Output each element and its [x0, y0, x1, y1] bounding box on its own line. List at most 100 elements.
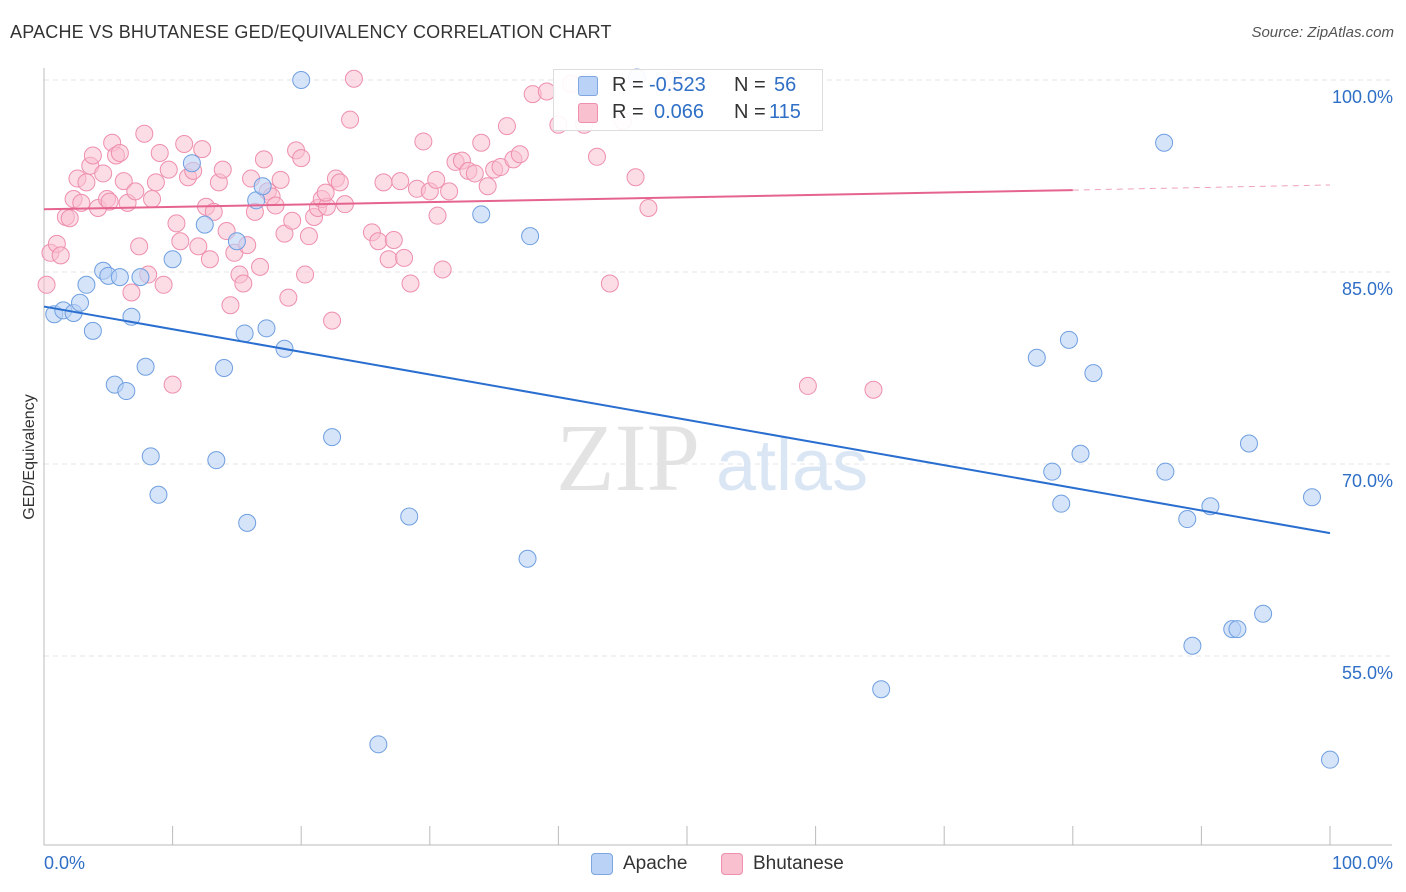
bhutanese-point [600, 274, 619, 293]
apache-point [1155, 133, 1174, 152]
bhutanese-point [72, 193, 91, 212]
bhutanese-n-label: N = [734, 101, 766, 123]
apache-point [1254, 604, 1273, 623]
bhutanese-r-value: 0.066 [654, 101, 705, 123]
apache-point [369, 735, 388, 754]
apache-point [182, 154, 201, 173]
bhutanese-point [798, 376, 817, 395]
bhutanese-point [391, 172, 410, 191]
apache-point [292, 71, 311, 89]
bhutanese-point [440, 182, 459, 201]
apache-n-label: N = [734, 74, 766, 96]
bhutanese-point [130, 237, 149, 256]
bhutanese-point [384, 231, 403, 249]
apache-point [215, 359, 234, 377]
apache-point [472, 205, 491, 224]
bhutanese-n-value: 115 [769, 101, 801, 123]
axes [43, 68, 1392, 846]
bhutanese-point [401, 274, 420, 293]
bhutanese-point [167, 214, 186, 233]
apache-point [1302, 488, 1321, 507]
apache-point [1228, 620, 1247, 639]
apache-point [1059, 330, 1078, 349]
bhutanese-point [100, 192, 119, 211]
bhutanese-point [316, 183, 335, 202]
bhutanese-point [292, 149, 311, 168]
bhutanese-point [254, 150, 273, 169]
apache-point [136, 357, 155, 376]
apache-point [1239, 434, 1258, 453]
bhutanese-point [114, 172, 133, 191]
bhutanese-point [344, 69, 363, 88]
apache-point [1071, 444, 1090, 463]
bhutanese-point [154, 275, 173, 294]
bhutanese-point [465, 164, 484, 183]
correlation-legend: R = -0.523 N = 56 R = 0.066 N = 115 [553, 69, 823, 131]
bhutanese-point [279, 288, 298, 307]
apache-n-value: 56 [774, 74, 797, 96]
apache-point [117, 382, 136, 401]
apache-point [238, 513, 257, 532]
apache-point [227, 232, 246, 251]
bhutanese-point [497, 117, 516, 136]
bhutanese-point [472, 133, 491, 152]
bhutanese-point [428, 206, 447, 225]
watermark-zip: ZIP [556, 404, 700, 511]
apache-point [253, 177, 272, 196]
apache-point [323, 428, 342, 447]
apache-swatch [578, 76, 598, 96]
apache-point [518, 549, 537, 568]
x-tick-label-max: 100.0% [1332, 853, 1393, 873]
bhutanese-point [159, 160, 178, 179]
bhutanese-point [330, 173, 349, 192]
y-tick-label: 55.0% [1342, 663, 1393, 683]
apache-point [400, 507, 419, 526]
bhutanese-point [587, 147, 606, 166]
bhutanese-point [251, 257, 270, 276]
bhutanese-point [146, 173, 165, 192]
apache-point [1052, 494, 1071, 513]
apache-series [45, 68, 1339, 769]
x-tick-label-min: 0.0% [44, 853, 85, 873]
bhutanese-point [110, 143, 129, 162]
bhutanese-point [126, 182, 145, 201]
legend-label-apache: Apache [623, 853, 688, 874]
bhutanese-point [150, 143, 169, 162]
bhutanese-point [51, 246, 70, 265]
bhutanese-point [193, 140, 212, 159]
bhutanese-point [83, 146, 102, 165]
bhutanese-point [94, 164, 113, 183]
bhutanese-point [143, 190, 162, 209]
legend-label-bhutanese: Bhutanese [753, 853, 844, 874]
apache-point [1156, 462, 1175, 481]
apache-point [1178, 510, 1197, 529]
apache-point [235, 324, 254, 343]
legend-swatch-bhutanese [721, 853, 743, 875]
bhutanese-point [433, 260, 452, 279]
bhutanese-point [189, 237, 208, 256]
bhutanese-point [37, 275, 56, 294]
chart-title: APACHE VS BHUTANESE GED/EQUIVALENCY CORR… [10, 22, 612, 42]
bhutanese-point [510, 145, 529, 164]
apache-point [1043, 462, 1062, 481]
bhutanese-trendline [43, 189, 1073, 211]
bhutanese-r-label: R = [612, 101, 644, 123]
bhutanese-point [213, 160, 232, 179]
apache-point [872, 680, 891, 699]
bhutanese-point [175, 135, 194, 153]
legend-row-apache: R = -0.523 N = 56 [554, 73, 822, 99]
bhutanese-point [414, 132, 433, 151]
apache-point [1183, 636, 1202, 655]
apache-point [149, 485, 168, 504]
apache-point [110, 268, 129, 287]
bhutanese-point [171, 232, 190, 251]
apache-point [163, 250, 182, 269]
bhutanese-point [283, 211, 302, 230]
bhutanese-point [639, 199, 658, 217]
apache-trendline [43, 305, 1331, 535]
legend-swatch-apache [591, 853, 613, 875]
bhutanese-point [234, 274, 253, 293]
bhutanese-point [271, 170, 290, 189]
bhutanese-point [323, 311, 342, 330]
